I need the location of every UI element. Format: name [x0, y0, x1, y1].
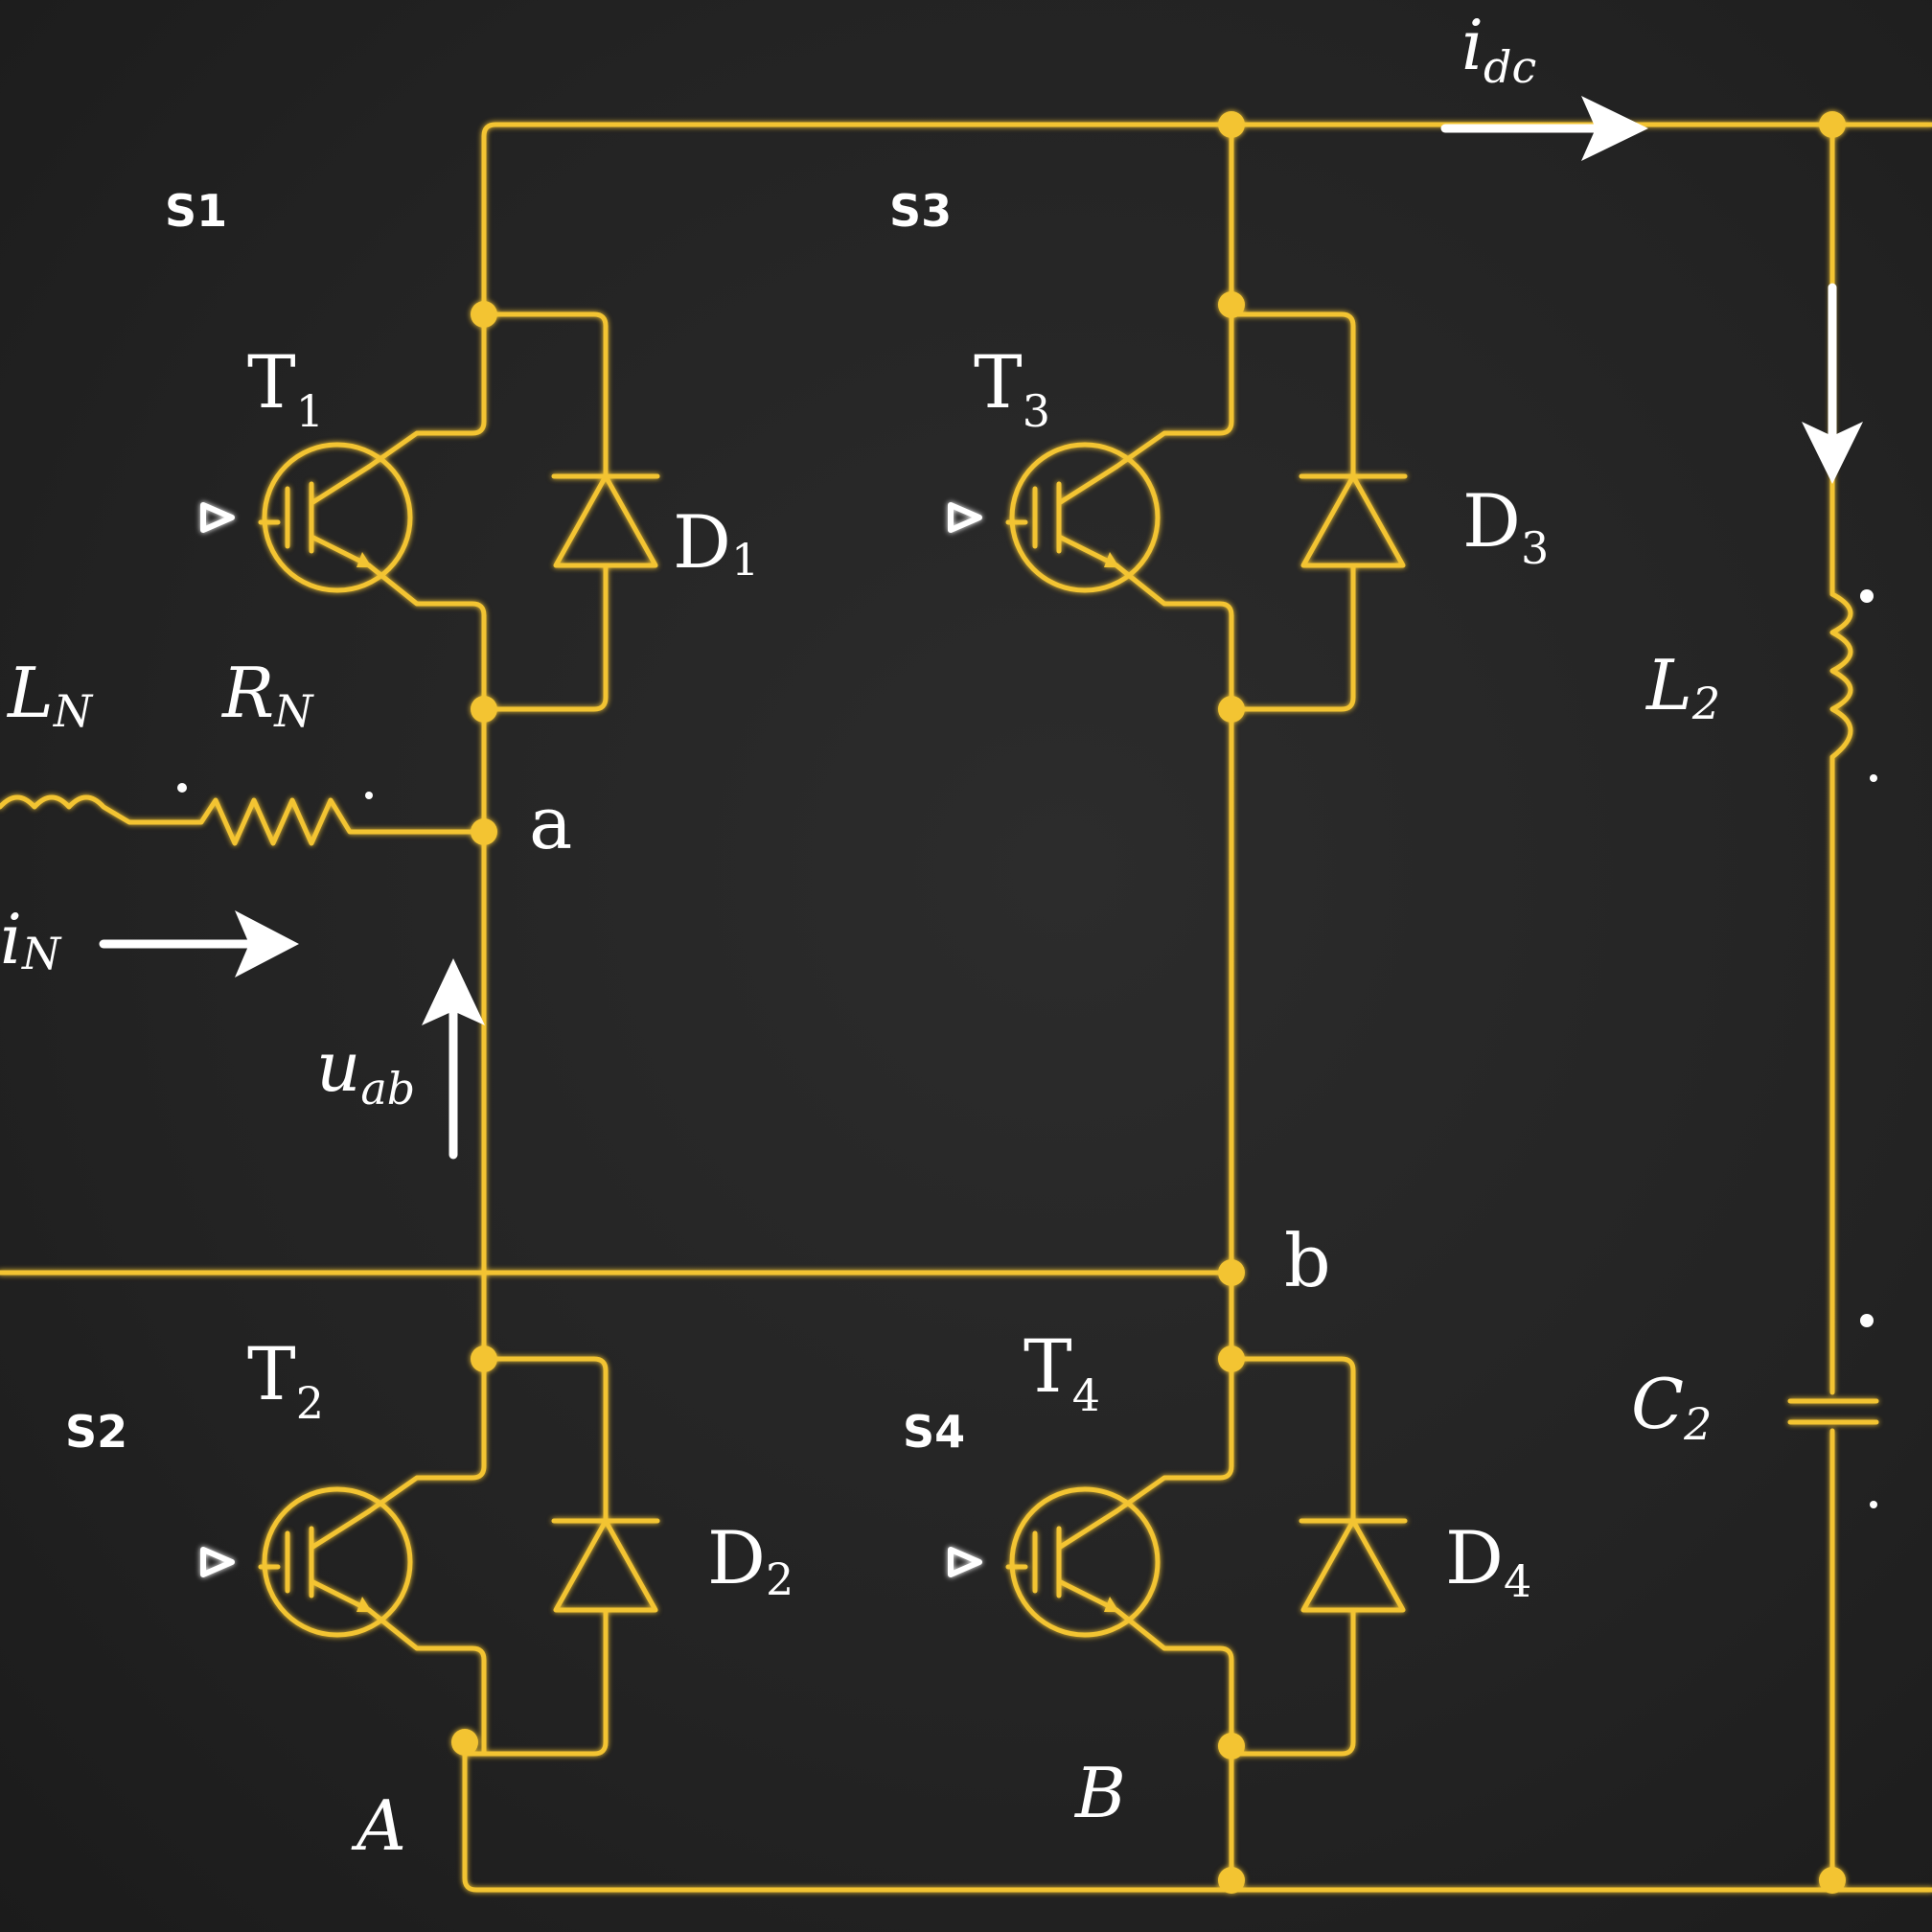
label-s3: S3: [889, 185, 952, 237]
label-d2: D2: [707, 1515, 794, 1605]
label-t2: T2: [247, 1331, 324, 1429]
label-t4: T4: [1024, 1323, 1100, 1421]
label-s4: S4: [903, 1406, 965, 1458]
label-node-A: A: [351, 1785, 406, 1866]
label-s1: S1: [165, 185, 227, 237]
inductor-l2: [1829, 591, 1853, 760]
idc-arrow: [1440, 96, 1648, 161]
resistor-rn: [165, 797, 487, 846]
label-node-a: a: [529, 780, 572, 865]
label-in: iN: [0, 899, 62, 979]
label-t3: T3: [974, 339, 1050, 437]
l2-current-arrow: [1802, 283, 1863, 484]
label-d1: D1: [673, 499, 759, 586]
label-node-b: b: [1284, 1218, 1331, 1303]
switch-cell-s4: [951, 1349, 1405, 1754]
polarity-dots: [177, 589, 1877, 1508]
in-arrow: [99, 910, 299, 978]
capacitor-c2: [1787, 1398, 1879, 1425]
label-uab: uab: [316, 1026, 415, 1115]
label-l2: L2: [1644, 645, 1720, 729]
label-ln: LN: [6, 653, 94, 737]
label-d3: D3: [1462, 478, 1549, 574]
uab-arrow: [422, 958, 485, 1160]
label-node-B: B: [1073, 1753, 1126, 1833]
label-rn: RN: [220, 653, 314, 737]
label-s2: S2: [65, 1406, 127, 1458]
label-idc: idc: [1461, 5, 1536, 93]
inductor-ln: [0, 794, 171, 825]
label-t1: T1: [247, 339, 324, 437]
label-c2: C2: [1631, 1364, 1712, 1450]
label-d4: D4: [1445, 1515, 1531, 1607]
